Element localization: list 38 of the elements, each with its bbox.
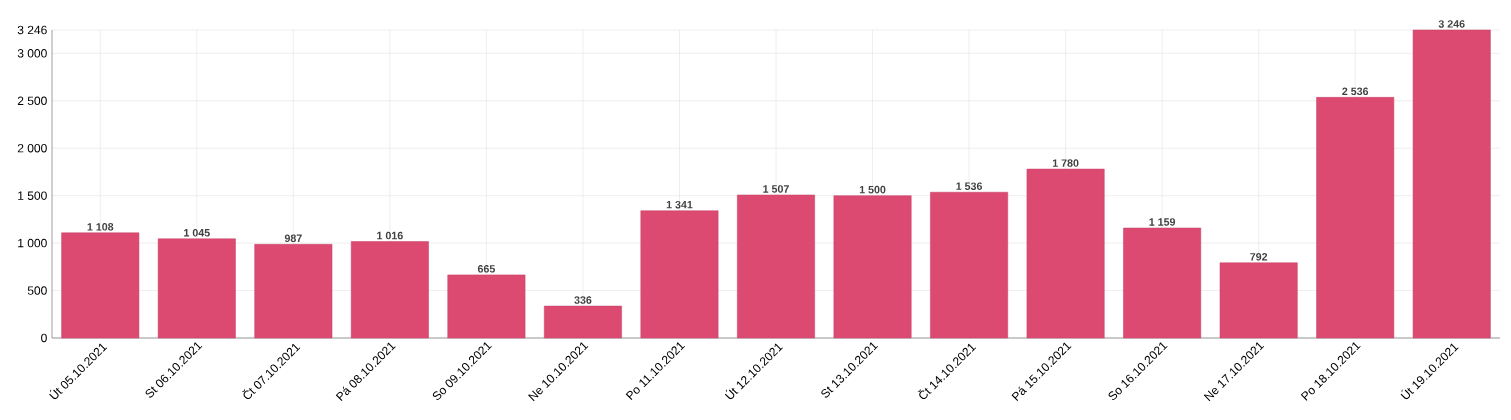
data-label: 665 — [477, 265, 495, 273]
data-label: 2 536 — [1342, 87, 1369, 96]
bar — [1026, 168, 1105, 339]
y-tick-label: 2 500 — [17, 96, 47, 106]
data-label: 1 159 — [1149, 218, 1176, 226]
y-tick-label: 3 246 — [17, 25, 47, 35]
y-tick-label: 3 000 — [17, 49, 47, 58]
data-label: 1 016 — [377, 231, 403, 240]
bar — [833, 195, 912, 339]
bar — [544, 305, 622, 339]
bar — [1316, 97, 1395, 339]
bar — [447, 274, 526, 339]
data-label: 1 108 — [87, 223, 114, 231]
bar — [930, 191, 1008, 339]
y-tick-label: 1 500 — [18, 191, 47, 200]
bar — [640, 210, 719, 339]
bar — [61, 232, 140, 339]
data-label: 792 — [1250, 253, 1268, 261]
y-tick-label: 2 000 — [17, 143, 47, 153]
data-label: 1 536 — [956, 182, 983, 190]
data-label: 987 — [284, 234, 302, 243]
data-label: 336 — [574, 296, 592, 304]
data-label: 1 507 — [763, 185, 789, 193]
y-tick-label: 500 — [27, 286, 47, 295]
data-label: 1 780 — [1052, 159, 1079, 167]
y-tick-label: 1 000 — [18, 238, 47, 248]
data-label: 3 246 — [1438, 20, 1465, 28]
bar — [254, 244, 333, 339]
bar — [737, 194, 815, 339]
bar — [1412, 29, 1491, 339]
data-label: 1 341 — [666, 200, 693, 209]
bar — [157, 238, 236, 339]
bar — [350, 241, 429, 339]
y-tick-label: 0 — [41, 333, 47, 343]
data-label: 1 045 — [184, 229, 210, 237]
data-label: 1 500 — [859, 185, 886, 194]
bar — [1123, 227, 1202, 339]
bar — [1219, 262, 1298, 339]
